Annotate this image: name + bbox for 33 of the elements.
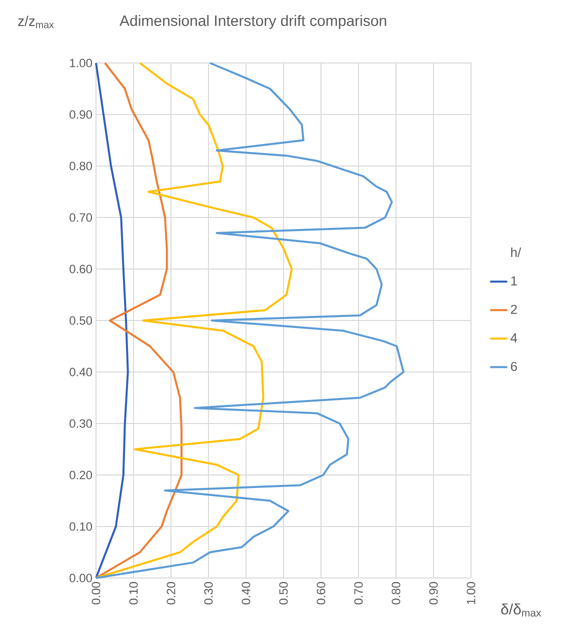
line-series bbox=[95, 62, 405, 580]
y-axis-title: z/z$_{max}$ bbox=[18, 16, 54, 28]
y-tick-label: 0.90 bbox=[70, 110, 92, 119]
y-tick-label: 1.00 bbox=[70, 58, 92, 68]
y-tick-label: 0.10 bbox=[70, 522, 92, 531]
x-tick-label: 0.90 bbox=[429, 582, 438, 604]
x-axis-title: δ/δ$_{max}$ bbox=[501, 603, 542, 617]
y-tick-label: 0.60 bbox=[70, 264, 92, 274]
y-tick-label: 0.40 bbox=[70, 368, 92, 376]
legend-label: 4 bbox=[510, 333, 518, 342]
line-series bbox=[95, 62, 129, 580]
x-tick-label: 0.80 bbox=[392, 582, 400, 604]
y-tick-label: 0.00 bbox=[70, 574, 92, 582]
x-tick-label: 0.10 bbox=[129, 582, 138, 604]
legend-title: h/ bbox=[511, 247, 522, 257]
y-tick-label: 0.80 bbox=[70, 162, 92, 170]
y-tick-label: 0.50 bbox=[70, 316, 92, 325]
legend-label: 1 bbox=[511, 276, 517, 286]
line-series bbox=[95, 62, 182, 580]
y-tick-label: 0.70 bbox=[70, 213, 92, 222]
x-tick-label: 0.20 bbox=[166, 582, 176, 604]
x-tick-label: 0.50 bbox=[279, 582, 288, 604]
x-tick-label: 0.60 bbox=[316, 582, 326, 604]
legend-label: 2 bbox=[510, 304, 517, 314]
legend-label: 6 bbox=[510, 362, 517, 372]
x-tick-label: 0.40 bbox=[242, 582, 250, 604]
x-tick-label: 1.00 bbox=[466, 582, 476, 604]
y-tick-label: 0.30 bbox=[70, 419, 92, 428]
x-tick-label: 0.30 bbox=[204, 582, 213, 604]
chart-title: Adimensional Interstory drift comparison bbox=[120, 15, 386, 29]
y-tick-label: 0.20 bbox=[70, 470, 92, 480]
line-series bbox=[95, 62, 293, 580]
x-tick-label: 0.70 bbox=[354, 582, 363, 604]
